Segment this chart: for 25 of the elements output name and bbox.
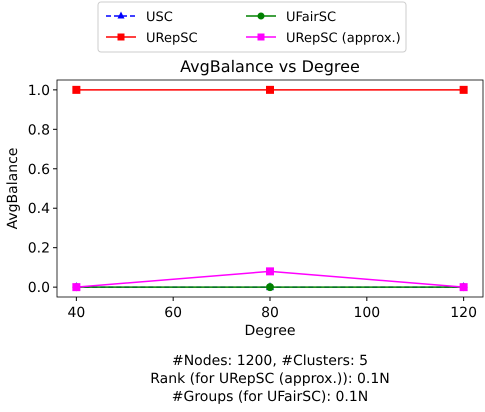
- legend-label: URepSC: [146, 31, 198, 46]
- x-tick-label: 120: [450, 305, 478, 321]
- x-tick-label: 80: [261, 305, 279, 321]
- y-axis-title: AvgBalance: [5, 148, 21, 230]
- x-tick-label: 100: [353, 305, 380, 321]
- y-tick-label: 0.8: [28, 122, 50, 138]
- text: #Nodes: 1200, #Clusters: 5: [172, 353, 368, 369]
- y-tick-label: 1.0: [28, 82, 50, 99]
- point: [266, 86, 274, 94]
- legend-label: USC: [146, 10, 173, 25]
- point: [266, 267, 274, 276]
- chart-title: AvgBalance vs Degree: [180, 57, 360, 76]
- x-axis-title: Degree: [244, 323, 296, 339]
- legend-label: URepSC (approx.): [286, 31, 401, 46]
- x-tick-label: 40: [67, 305, 86, 321]
- y-tick-label: 0.2: [28, 240, 50, 257]
- text: #Groups (for UFairSC): 0.1N: [172, 389, 368, 405]
- y-tick-label: 0.6: [28, 162, 50, 178]
- legend-label: UFairSC: [286, 10, 336, 25]
- x-tick-label: 60: [164, 305, 182, 321]
- point: [460, 86, 468, 94]
- y-tick-label: 0.0: [28, 280, 50, 296]
- point: [72, 86, 80, 94]
- text: Rank (for URepSC (approx.)): 0.1N: [150, 371, 390, 387]
- y-tick-label: 0.4: [28, 201, 50, 218]
